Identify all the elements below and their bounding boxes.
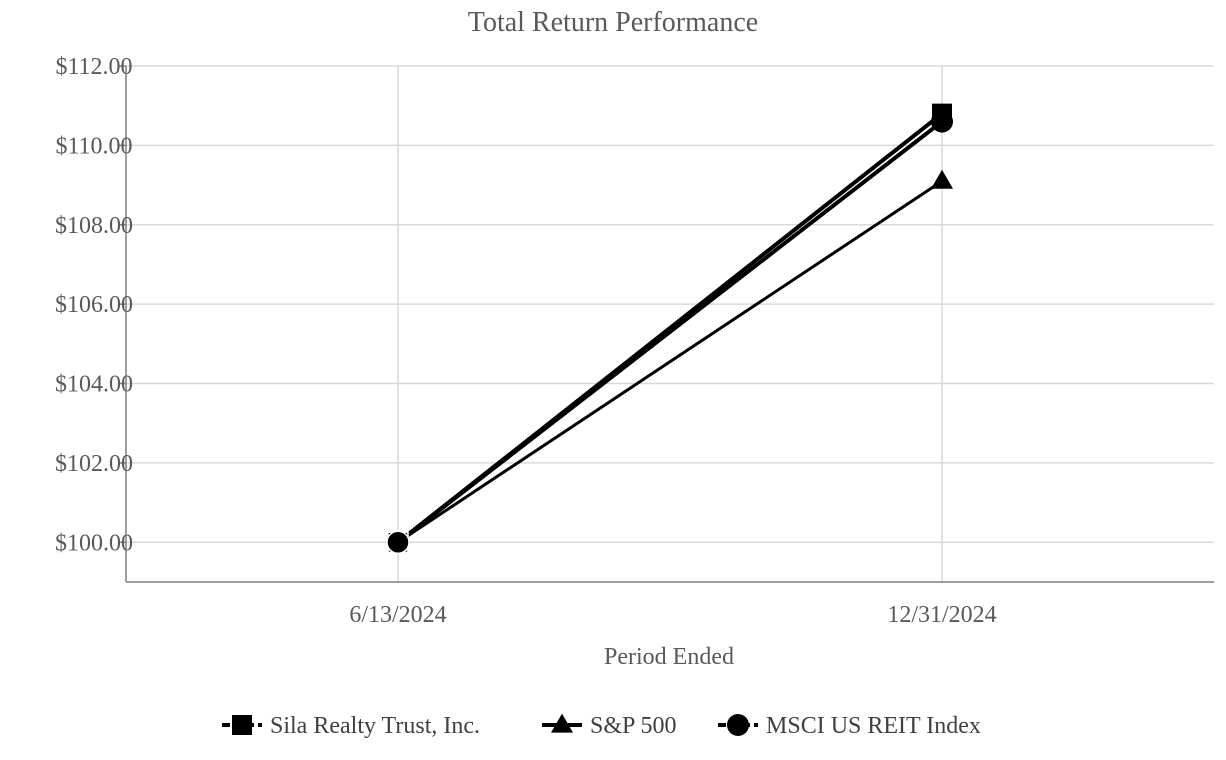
y-tick-label: $100.00: [55, 530, 133, 556]
x-axis-title: Period Ended: [604, 644, 734, 670]
grid-layer: [126, 65, 1214, 582]
series-line-s-p-500: [397, 179, 943, 544]
x-tick-label: 12/31/2024: [887, 602, 996, 628]
y-tick-label: $106.00: [55, 292, 133, 318]
y-tick-label: $104.00: [55, 372, 133, 398]
data-point-s-p-500: [931, 169, 953, 189]
series-line-msci-us-reit-index: [396, 119, 944, 544]
legend: Sila Realty Trust, Inc. S&P 500 MSCI US RE…: [222, 713, 981, 739]
y-tick-label: $102.00: [55, 451, 133, 477]
legend-marker-s-p-500: [551, 713, 573, 733]
legend-label-sila-realty-trust-inc: Sila Realty Trust, Inc.: [270, 713, 480, 739]
data-point-msci-us-reit-index: [931, 110, 953, 133]
y-tick-label: $110.00: [55, 133, 132, 159]
y-tick-label: $112.00: [55, 54, 132, 80]
x-tick-label: 6/13/2024: [349, 602, 446, 628]
axes-layer: [118, 65, 1214, 583]
series-layer: [385, 103, 953, 555]
data-point-msci-us-reit-index: [386, 530, 410, 555]
y-tick-label: $108.00: [55, 213, 133, 239]
legend-label-s-p-500: S&P 500: [590, 713, 676, 739]
chart-title: Total Return Performance: [468, 7, 758, 38]
legend-marker-msci-us-reit-index: [727, 714, 749, 736]
legend-label-msci-us-reit-index: MSCI US REIT Index: [766, 713, 981, 739]
ticks-layer: $100.00 $102.00 $104.00 $106.00 $108.00 $110.…: [55, 54, 997, 628]
legend-marker-sila-realty-trust-inc: [232, 715, 252, 735]
